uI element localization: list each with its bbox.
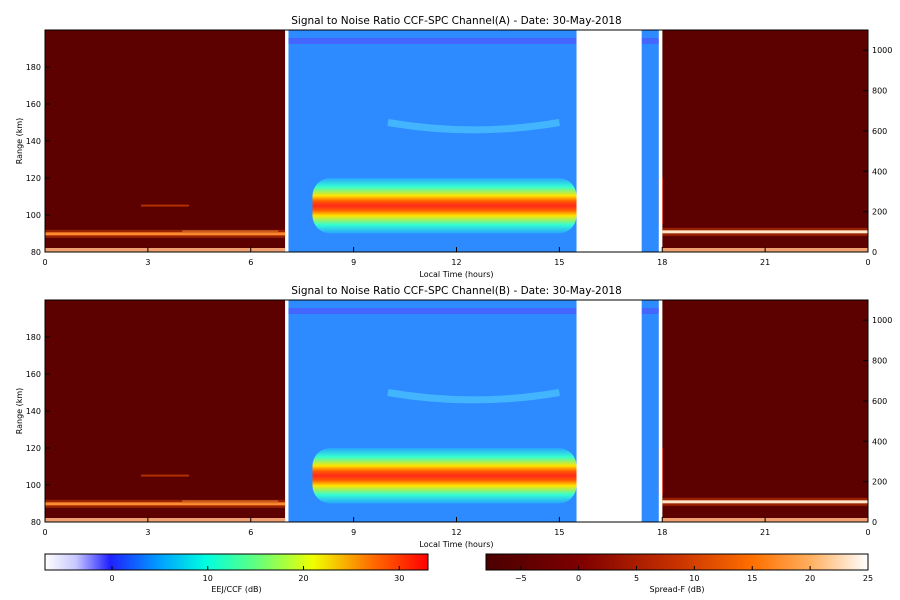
x-tick-label: 0 (865, 258, 870, 267)
y-tick-label: 120 (26, 174, 41, 183)
x-tick-label: 9 (351, 258, 356, 267)
y-axis-label: Range (km) (15, 388, 24, 435)
x-tick-label: 18 (657, 528, 667, 537)
y-tick-label: 140 (26, 137, 41, 146)
region-night-2 (662, 30, 868, 252)
day-strip-top (641, 38, 659, 44)
colorbar-label: EEJ/CCF (dB) (211, 585, 261, 594)
y2-tick-label: 600 (872, 127, 887, 136)
upper-echo-band (387, 389, 560, 404)
colorbar-tick-label: 0 (109, 574, 114, 583)
x-tick-label: 15 (554, 258, 564, 267)
y-tick-label: 120 (26, 444, 41, 453)
spread-f-core-2 (662, 230, 868, 234)
y-tick-label: 180 (26, 63, 41, 72)
y-tick-label: 180 (26, 333, 41, 342)
region-night-0 (45, 30, 286, 252)
colorbar-label: Spread-F (dB) (649, 585, 704, 594)
y2-tick-label: 1000 (872, 316, 892, 325)
data-gap-0 (576, 300, 642, 522)
x-tick-label: 18 (657, 258, 667, 267)
chart-panel-1: 0 3 6 9 12 15 18 21 0801001201401601800200400600… (15, 285, 892, 549)
x-tick-label: 12 (451, 258, 461, 267)
chart-panel-0: 0 3 6 9 12 15 18 21 0801001201401601800200400600… (15, 15, 892, 279)
day-strip (641, 300, 659, 522)
y2-tick-label: 200 (872, 208, 887, 217)
spread-f-patch (141, 204, 190, 207)
x-axis-label: Local Time (hours) (419, 540, 493, 549)
region-night-0 (45, 300, 286, 522)
y2-tick-label: 400 (872, 167, 887, 176)
colorbar-tick-label: 10 (203, 574, 213, 583)
upper-echo-band (387, 119, 560, 134)
x-tick-label: 3 (145, 258, 150, 267)
day-strip-top (641, 308, 659, 314)
y2-tick-label: 800 (872, 87, 887, 96)
colorbar-0: 0 10 20 30 EEJ/CCF (dB) (44, 553, 429, 594)
colorbar-tick-label: 5 (634, 574, 639, 583)
y2-tick-label: 1000 (872, 46, 892, 55)
y-tick-label: 100 (26, 211, 41, 220)
chart-title: Signal to Noise Ratio CCF-SPC Channel(A)… (291, 15, 622, 27)
x-tick-label: 21 (760, 528, 770, 537)
spread-f-patch (182, 500, 279, 504)
y-tick-label: 160 (26, 370, 41, 379)
x-tick-label: 6 (248, 528, 253, 537)
colorbar-1: −5 0 5 10 15 20 25 Spread-F (dB) (485, 553, 873, 594)
colorbar-tick-label: 25 (863, 574, 873, 583)
y2-tick-label: 0 (872, 248, 877, 257)
y-axis-label: Range (km) (15, 118, 24, 165)
colorbar-gradient (485, 553, 869, 571)
y-tick-label: 80 (31, 518, 41, 527)
chart-title: Signal to Noise Ratio CCF-SPC Channel(B)… (291, 285, 622, 297)
region-night-2 (662, 300, 868, 522)
data-gap-1 (658, 30, 663, 252)
y2-tick-label: 600 (872, 397, 887, 406)
x-tick-label: 0 (42, 528, 47, 537)
spread-f-patch (141, 474, 190, 477)
y2-tick-label: 200 (872, 478, 887, 487)
spread-f-patch (182, 230, 279, 234)
day-top-band (288, 38, 659, 44)
y-tick-label: 80 (31, 248, 41, 257)
colorbar-tick-label: 15 (747, 574, 757, 583)
x-tick-label: 21 (760, 258, 770, 267)
x-tick-label: 6 (248, 258, 253, 267)
spread-f-core-2 (662, 500, 868, 504)
x-tick-label: 9 (351, 528, 356, 537)
x-tick-label: 15 (554, 528, 564, 537)
y2-tick-label: 0 (872, 518, 877, 527)
y-tick-label: 160 (26, 100, 41, 109)
colorbar-tick-label: 30 (394, 574, 404, 583)
data-gap-0 (576, 30, 642, 252)
x-tick-label: 3 (145, 528, 150, 537)
y-tick-label: 140 (26, 407, 41, 416)
y2-tick-label: 800 (872, 357, 887, 366)
eej-blob (312, 448, 577, 504)
spread-f-floor-0 (45, 518, 286, 522)
colorbar-tick-label: 0 (576, 574, 581, 583)
spread-f-core-0 (45, 232, 286, 236)
colorbar-tick-label: −5 (515, 574, 527, 583)
day-strip (641, 30, 659, 252)
spread-f-floor-0 (45, 248, 286, 252)
x-axis-label: Local Time (hours) (419, 270, 493, 279)
spread-f-core-0 (45, 502, 286, 506)
y-tick-label: 100 (26, 481, 41, 490)
x-tick-label: 12 (451, 528, 461, 537)
day-top-band (288, 308, 659, 314)
x-tick-label: 0 (865, 528, 870, 537)
eej-blob (312, 178, 577, 234)
colorbar-tick-label: 10 (689, 574, 699, 583)
colorbar-gradient (44, 553, 429, 571)
colorbar-tick-label: 20 (805, 574, 815, 583)
y2-tick-label: 400 (872, 437, 887, 446)
data-gap-1 (658, 300, 663, 522)
colorbar-tick-label: 20 (298, 574, 308, 583)
x-tick-label: 0 (42, 258, 47, 267)
